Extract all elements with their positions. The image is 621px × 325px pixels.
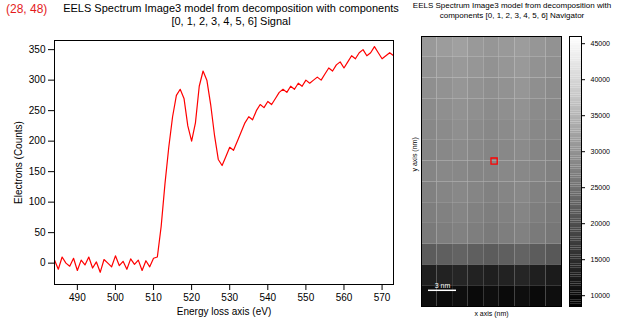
svg-text:520: 520 [183, 292, 200, 303]
svg-text:300: 300 [29, 74, 46, 85]
svg-text:510: 510 [145, 292, 162, 303]
svg-text:45000: 45000 [591, 40, 611, 47]
html-text:(28, 48): (28, 48) [6, 2, 48, 16]
svg-text:20000: 20000 [591, 220, 611, 227]
svg-text:500: 500 [107, 292, 124, 303]
svg-text:150: 150 [29, 166, 46, 177]
svg-text:25000: 25000 [591, 184, 611, 191]
svg-text:530: 530 [221, 292, 238, 303]
svg-text:250: 250 [29, 105, 46, 116]
svg-text:560: 560 [336, 292, 353, 303]
svg-text:10000: 10000 [591, 292, 611, 299]
svg-text:550: 550 [298, 292, 315, 303]
html-text:EELS Spectrum Image3 model fro: EELS Spectrum Image3 model from decompos… [412, 1, 612, 20]
svg-text:570: 570 [374, 292, 391, 303]
svg-text:Electrons (Counts): Electrons (Counts) [13, 121, 24, 204]
svg-text:40000: 40000 [591, 76, 611, 83]
svg-text:y axis (nm): y axis (nm) [411, 137, 419, 171]
svg-text:30000: 30000 [591, 148, 611, 155]
svg-text:15000: 15000 [591, 256, 611, 263]
svg-text:100: 100 [29, 196, 46, 207]
svg-text:200: 200 [29, 135, 46, 146]
svg-text:540: 540 [259, 292, 276, 303]
svg-text:35000: 35000 [591, 112, 611, 119]
svg-text:x axis (nm): x axis (nm) [474, 310, 508, 318]
svg-text:0: 0 [40, 257, 46, 268]
svg-text:50: 50 [34, 227, 46, 238]
svg-text:490: 490 [69, 292, 86, 303]
svg-text:350: 350 [29, 44, 46, 55]
svg-text:3 nm: 3 nm [435, 282, 451, 289]
html-text:EELS Spectrum Image3 model fro: EELS Spectrum Image3 model from decompos… [63, 2, 399, 27]
svg-text:Energy loss axis (eV): Energy loss axis (eV) [177, 306, 271, 317]
